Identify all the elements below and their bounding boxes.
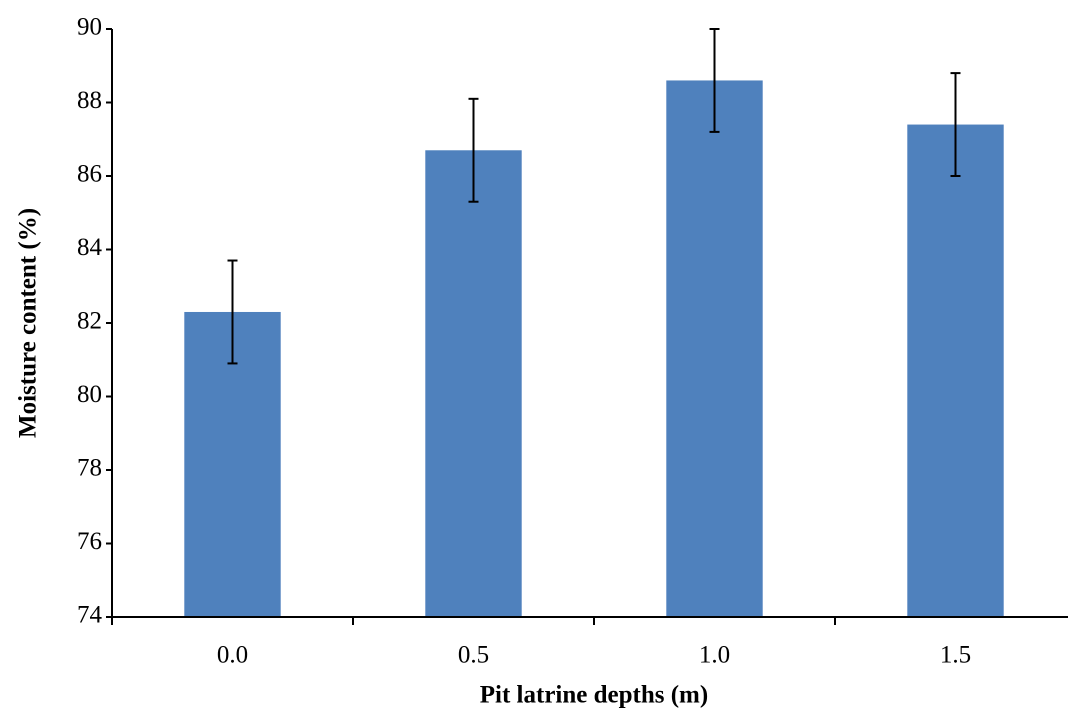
y-tick-label: 86 (77, 161, 102, 188)
y-tick-label: 82 (77, 308, 102, 335)
bar (425, 150, 522, 617)
y-tick-label: 80 (77, 381, 102, 408)
y-tick-label: 78 (77, 455, 102, 482)
bar (907, 124, 1004, 618)
x-tick-label: 0.5 (458, 642, 489, 669)
x-tick-label: 0.0 (217, 642, 248, 669)
y-axis-label: Moisture content (%) (15, 208, 42, 438)
error-bar (227, 259, 238, 365)
x-tick-label: 1.5 (940, 642, 971, 669)
y-tick-label: 84 (77, 234, 103, 261)
bar (666, 80, 763, 617)
x-axis-label: Pit latrine depths (m) (480, 682, 708, 709)
error-bar (709, 28, 720, 133)
x-tick-label: 1.0 (699, 642, 730, 669)
y-tick-label: 74 (77, 602, 103, 629)
y-tick-label: 90 (77, 14, 102, 41)
error-bar (950, 72, 961, 177)
y-tick-label: 76 (77, 528, 102, 555)
y-tick-label: 88 (77, 87, 102, 114)
error-bar (468, 97, 479, 203)
